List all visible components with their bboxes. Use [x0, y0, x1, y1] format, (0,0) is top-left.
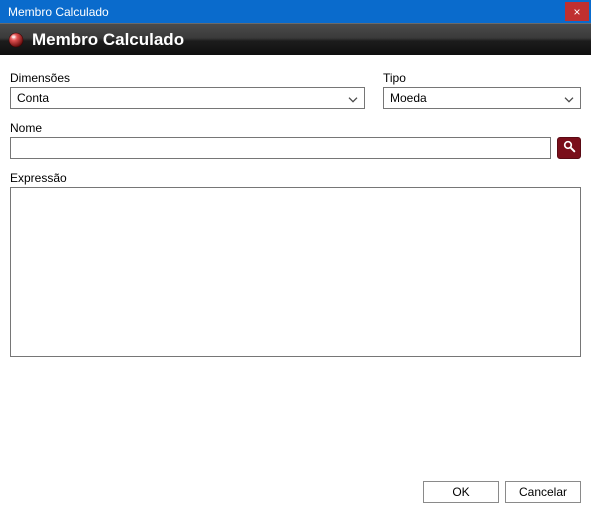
tipo-label: Tipo: [383, 71, 581, 85]
ok-button[interactable]: OK: [423, 481, 499, 503]
dialog-content: Dimensões Conta Tipo Moeda Nome: [0, 55, 591, 370]
close-button[interactable]: ×: [565, 2, 589, 21]
expressao-textarea[interactable]: [10, 187, 581, 357]
window-titlebar: Membro Calculado ×: [0, 0, 591, 23]
dimensoes-value: Conta: [17, 91, 49, 105]
cancel-button[interactable]: Cancelar: [505, 481, 581, 503]
dialog-footer: OK Cancelar: [423, 481, 581, 503]
dialog-banner: Membro Calculado: [0, 23, 591, 55]
tipo-select[interactable]: Moeda: [383, 87, 581, 109]
close-icon: ×: [573, 5, 580, 19]
chevron-down-icon: [348, 92, 358, 106]
expressao-label: Expressão: [10, 171, 67, 185]
nome-input[interactable]: [10, 137, 551, 159]
dimensoes-label: Dimensões: [10, 71, 365, 85]
window-title: Membro Calculado: [8, 5, 565, 19]
dialog-title: Membro Calculado: [32, 30, 184, 50]
search-button[interactable]: [557, 137, 581, 159]
sphere-icon: [8, 32, 24, 48]
nome-label: Nome: [10, 121, 42, 135]
search-icon: [563, 140, 576, 156]
dimensoes-select[interactable]: Conta: [10, 87, 365, 109]
tipo-value: Moeda: [390, 91, 427, 105]
chevron-down-icon: [564, 92, 574, 106]
